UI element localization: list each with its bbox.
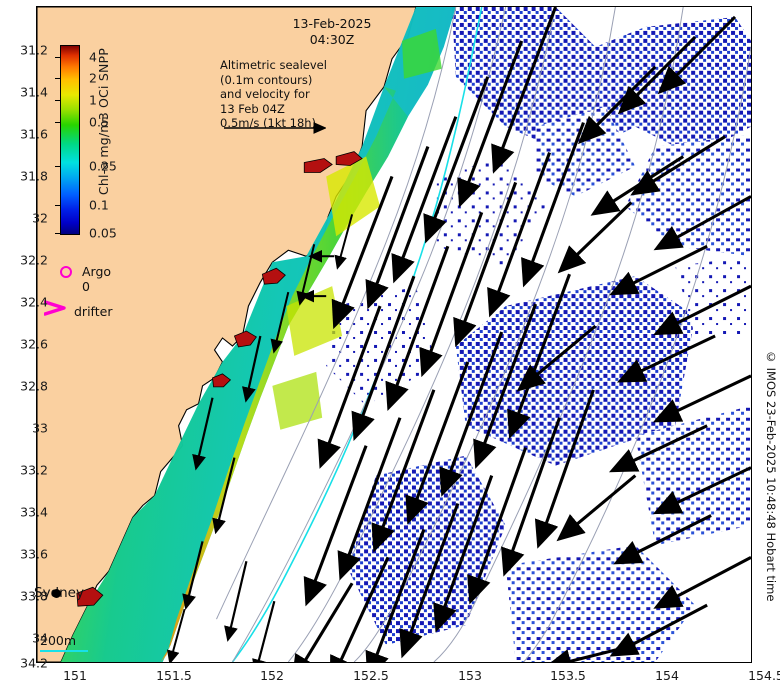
x-axis-tickmark xyxy=(372,662,373,663)
x-axis-tickmark xyxy=(175,6,176,7)
colorbar-tick-label: 0.1 xyxy=(89,197,109,213)
legend-drifter-label: drifter xyxy=(74,304,113,319)
y-axis-tick-label: 32 xyxy=(32,210,48,226)
x-axis-tick-label: 152.5 xyxy=(353,668,389,683)
y-axis-tick-label: 31.6 xyxy=(20,126,48,142)
y-axis-tickmark xyxy=(751,51,752,52)
x-axis-tickmark xyxy=(372,6,373,7)
y-axis-tick-label: 34 xyxy=(32,630,48,646)
x-axis-tick-label: 152 xyxy=(260,668,284,683)
x-axis-tick-label: 151.5 xyxy=(156,668,192,683)
velocity-vectors xyxy=(166,7,751,662)
y-axis-tick-label: 34.2 xyxy=(20,655,48,671)
y-axis-tickmark xyxy=(751,513,752,514)
title-time: 04:30Z xyxy=(309,32,355,47)
y-axis-tick-label: 32.6 xyxy=(20,336,48,352)
map-plot-area[interactable] xyxy=(36,6,752,663)
y-axis-tick-label: 31.2 xyxy=(20,42,48,58)
x-axis-tickmark xyxy=(569,6,570,7)
y-axis-tickmark xyxy=(751,639,752,640)
y-axis-tickmark xyxy=(751,555,752,556)
y-axis-tickmark xyxy=(751,261,752,262)
x-axis-tick-label: 151 xyxy=(63,668,87,683)
argo-float-icon xyxy=(60,266,72,278)
y-axis-tick-label: 33 xyxy=(32,420,48,436)
x-axis-tickmark xyxy=(76,6,77,7)
x-axis-tick-label: 153 xyxy=(458,668,482,683)
x-axis-tickmark xyxy=(175,662,176,663)
depth-legend-label: 200m xyxy=(40,633,77,648)
colorbar-tickmark xyxy=(55,57,60,59)
colorbar-tickmark xyxy=(55,166,60,168)
depth-legend-line xyxy=(40,650,88,652)
x-axis-tick-label: 153.5 xyxy=(550,668,586,683)
x-axis-tickmark xyxy=(668,6,669,7)
x-axis-tickmark xyxy=(273,662,274,663)
y-axis-tick-label: 32.2 xyxy=(20,252,48,268)
y-axis-tickmark xyxy=(751,303,752,304)
y-axis-tick-label: 32.4 xyxy=(20,294,48,310)
colorbar-tickmark xyxy=(55,233,60,235)
y-axis-tick-label: 31.4 xyxy=(20,84,48,100)
velocity-scale-arrow-icon xyxy=(224,122,326,134)
y-axis-tick-label: 31.8 xyxy=(20,168,48,184)
city-marker-icon xyxy=(52,589,61,598)
y-axis-tick-label: 33.8 xyxy=(20,588,48,604)
y-axis-tick-label: 32.8 xyxy=(20,378,48,394)
y-axis-tickmark xyxy=(751,219,752,220)
colorbar-title: Chl-a mg/m3 OCi SNPP xyxy=(96,48,111,196)
y-axis-tickmark xyxy=(751,177,752,178)
y-axis-tick-label: 33.4 xyxy=(20,504,48,520)
map-raster-layer xyxy=(37,7,751,662)
colorbar-tickmark xyxy=(55,205,60,207)
colorbar-tick-label: 4 xyxy=(89,49,97,65)
y-axis-tickmark xyxy=(751,135,752,136)
y-axis-tickmark xyxy=(751,93,752,94)
x-axis-tick-label: 154.5 xyxy=(748,668,780,683)
annotation-text: Altimetric sealevel (0.1m contours) and … xyxy=(220,58,327,130)
x-axis-tickmark xyxy=(569,662,570,663)
colorbar-tickmark xyxy=(55,122,60,124)
y-axis-tick-label: 33.2 xyxy=(20,462,48,478)
colorbar-tick-label: 0.5 xyxy=(89,114,109,130)
x-axis-tickmark xyxy=(668,662,669,663)
credit-text: © IMOS 23-Feb-2025 10:48:48 Hobart time xyxy=(764,350,778,602)
colorbar-tickmark xyxy=(55,100,60,102)
colorbar-tick-label: 2 xyxy=(89,70,97,86)
legend-argo-label: Argo 0 xyxy=(82,264,112,294)
y-axis-tickmark xyxy=(751,387,752,388)
y-axis-tickmark xyxy=(751,597,752,598)
title-block: 13-Feb-2025 04:30Z xyxy=(232,16,432,48)
colorbar: 4 2 1 0.5 0.25 0.1 0.05 xyxy=(55,45,117,241)
colorbar-tick-label: 0.25 xyxy=(89,158,117,174)
drifter-arrow-icon xyxy=(43,300,66,316)
legend-drifter: drifter xyxy=(43,300,112,319)
x-axis-tickmark xyxy=(273,6,274,7)
y-axis-tickmark xyxy=(751,429,752,430)
colorbar-tick-label: 1 xyxy=(89,92,97,108)
colorbar-tickmark xyxy=(55,78,60,80)
y-axis-tick-label: 33.6 xyxy=(20,546,48,562)
x-axis-tickmark xyxy=(76,662,77,663)
y-axis-tickmark xyxy=(751,471,752,472)
title-date: 13-Feb-2025 xyxy=(292,16,372,31)
x-axis-tickmark xyxy=(471,6,472,7)
y-axis-tickmark xyxy=(751,345,752,346)
x-axis-tickmark xyxy=(471,662,472,663)
colorbar-tick-label: 0.05 xyxy=(89,225,117,241)
x-axis-tick-label: 154 xyxy=(655,668,679,683)
